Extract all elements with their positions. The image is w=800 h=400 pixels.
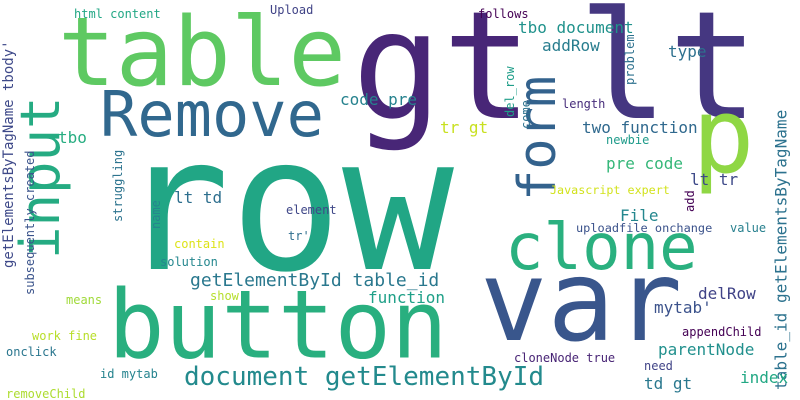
word-need: need bbox=[644, 359, 673, 373]
word-index: index bbox=[740, 368, 789, 387]
word-function: function bbox=[368, 288, 446, 307]
word-mytab: mytab' bbox=[654, 298, 712, 317]
word-lt-td: lt td bbox=[174, 188, 223, 207]
word-parentnode: parentNode bbox=[658, 340, 755, 359]
word-getelementbyid-table-id: getElementById table_id bbox=[190, 270, 440, 291]
word-means: means bbox=[66, 293, 103, 307]
word-solution: solution bbox=[160, 255, 218, 269]
word-p: p bbox=[692, 75, 755, 197]
word-button: button bbox=[108, 270, 448, 380]
word-tr-gt: tr gt bbox=[440, 118, 489, 137]
word-lt-tr: lt tr bbox=[690, 170, 739, 189]
word-tbo-document: tbo document bbox=[518, 18, 634, 37]
word-onclick: onclick bbox=[6, 345, 57, 359]
word-document-getelementbyid: document getElementById bbox=[184, 362, 545, 392]
word-delrow: delRow bbox=[698, 284, 756, 303]
word-td-gt: td gt bbox=[644, 374, 693, 393]
word-problem: problem bbox=[623, 34, 637, 85]
word-removechild: removeChild bbox=[6, 387, 86, 400]
word-id-mytab: id mytab bbox=[100, 367, 158, 381]
word-type: type bbox=[668, 42, 707, 61]
word-add: add bbox=[683, 190, 697, 212]
word-follows: follows bbox=[478, 7, 529, 21]
word-tbo: tbo bbox=[58, 128, 87, 147]
word-var: var bbox=[480, 237, 683, 367]
word-lt: lt bbox=[578, 0, 759, 154]
word-row: row bbox=[118, 96, 454, 313]
word-show: show bbox=[210, 289, 239, 303]
word-getelementsbytagname-tbody: getElementsByTagName tbody' bbox=[1, 40, 17, 268]
word-name: name bbox=[149, 200, 163, 229]
word-appendchild: appendChild bbox=[682, 325, 762, 339]
word-come: come bbox=[519, 100, 533, 129]
word-addrow: addRow bbox=[542, 36, 600, 55]
word-tr: tr' bbox=[288, 229, 310, 243]
word-gt: gt bbox=[352, 0, 533, 154]
word-uploadfile-onchange: uploadfile onchange bbox=[576, 221, 713, 235]
word-two-function: two function bbox=[582, 118, 698, 137]
word-struggling: struggling bbox=[111, 149, 125, 222]
word-table: table bbox=[58, 0, 347, 109]
word-subsequently-created: subsequently created bbox=[23, 150, 37, 296]
word-work-fine: work fine bbox=[32, 329, 98, 343]
word-del-row: del_row bbox=[503, 66, 517, 117]
word-table-id-getelementsbytagname: table_id getElementsByTagName bbox=[772, 109, 791, 390]
word-length: length bbox=[562, 97, 606, 111]
word-javascript-expert: Javascript expert bbox=[550, 183, 670, 197]
word-file: File bbox=[620, 206, 659, 225]
word-html-content: html content bbox=[74, 7, 161, 21]
word-element: element bbox=[286, 203, 337, 217]
word-code-pre: code pre bbox=[340, 90, 418, 109]
word-clone: clone bbox=[505, 211, 698, 285]
word-contain: contain bbox=[174, 237, 225, 251]
word-value: value bbox=[730, 221, 767, 235]
word-pre-code: pre code bbox=[606, 154, 684, 173]
word-clonenode-true: cloneNode true bbox=[514, 351, 616, 365]
word-remove: Remove bbox=[100, 78, 324, 151]
word-newbie: newbie bbox=[606, 133, 650, 147]
word-upload: Upload bbox=[270, 3, 314, 17]
